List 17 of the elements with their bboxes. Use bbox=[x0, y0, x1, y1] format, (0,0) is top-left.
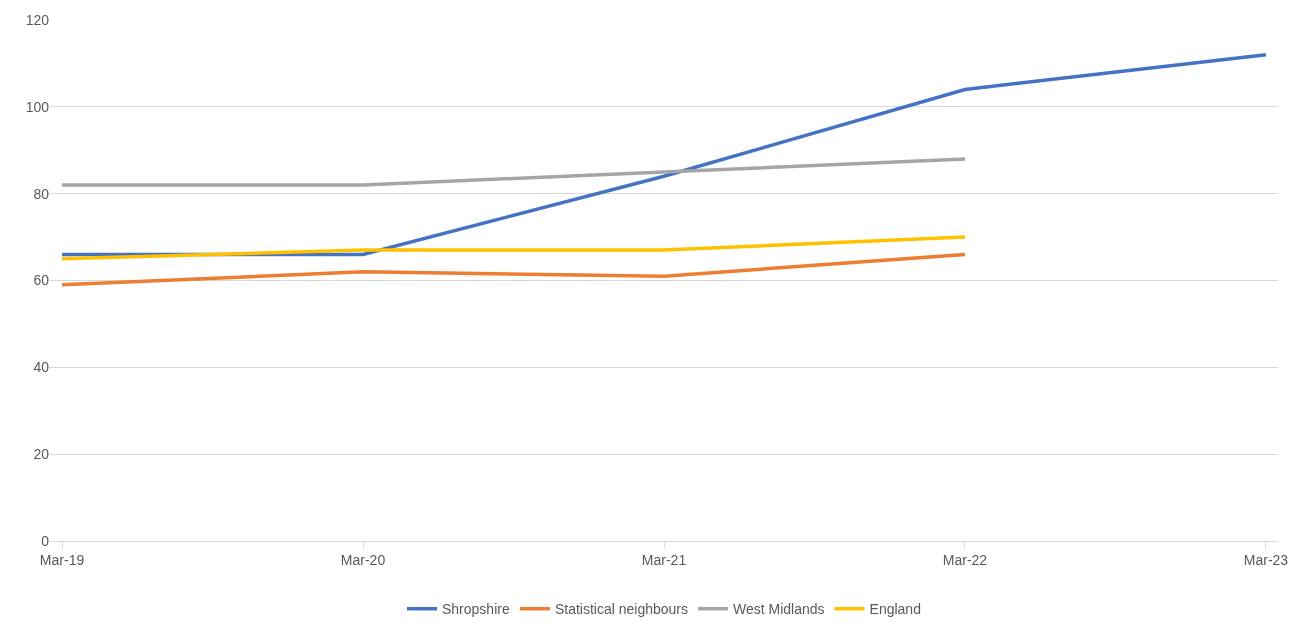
y-tick-label: 0 bbox=[41, 532, 50, 549]
x-tick-label: Mar-23 bbox=[1243, 551, 1289, 568]
x-tick-label: Mar-20 bbox=[340, 551, 386, 568]
legend-label: Shropshire bbox=[442, 601, 510, 618]
legend-label: England bbox=[869, 601, 921, 618]
legend-label: West Midlands bbox=[733, 601, 825, 618]
line-series bbox=[60, 252, 967, 287]
legend-label: Statistical neighbours bbox=[554, 601, 688, 618]
y-tick-label: 80 bbox=[33, 185, 50, 202]
y-tick-label: 20 bbox=[33, 446, 50, 463]
x-tick-label: Mar-19 bbox=[39, 551, 85, 568]
x-tick-label: Mar-22 bbox=[942, 551, 988, 568]
x-tick-label: Mar-21 bbox=[641, 551, 687, 568]
y-tick-label: 120 bbox=[25, 11, 50, 28]
y-tick-label: 100 bbox=[25, 98, 50, 115]
y-tick-label: 60 bbox=[33, 272, 50, 289]
y-tick-label: 40 bbox=[33, 359, 50, 376]
